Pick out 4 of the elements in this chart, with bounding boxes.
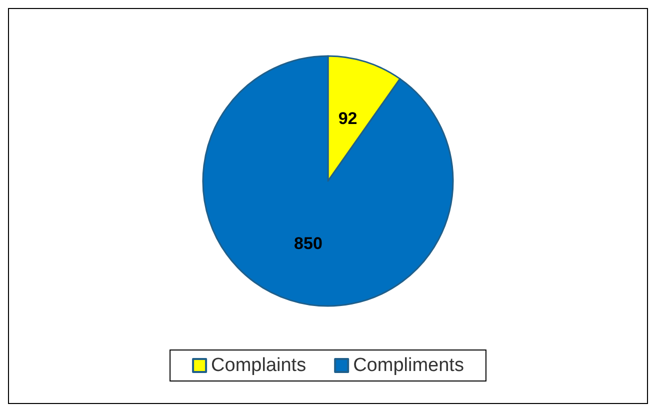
data-label: 850	[294, 234, 322, 253]
legend-label: Compliments	[353, 355, 464, 376]
data-label: 92	[338, 109, 358, 128]
legend-label: Complaints	[211, 355, 306, 376]
